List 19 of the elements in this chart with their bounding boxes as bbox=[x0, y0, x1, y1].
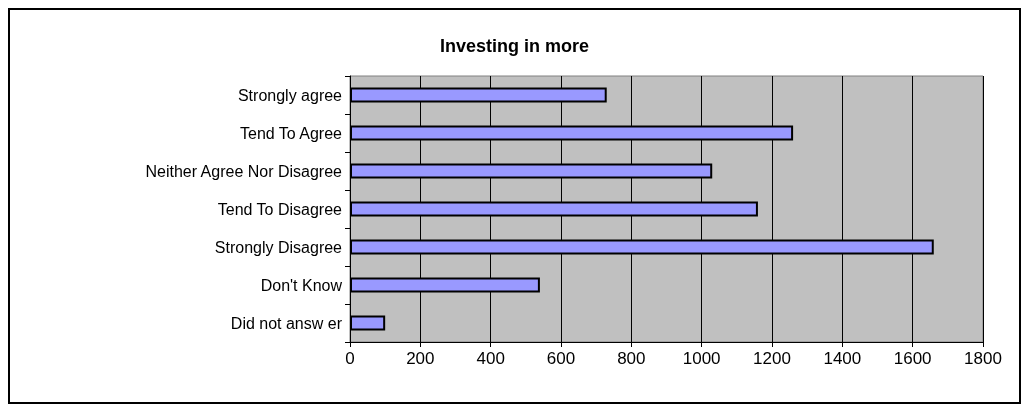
y-tick-label: Strongly agree bbox=[237, 86, 343, 104]
x-tick-label: 1000 bbox=[682, 349, 721, 368]
y-tick-label: Tend To Agree bbox=[239, 124, 343, 142]
x-tick-label: 1800 bbox=[964, 349, 1002, 368]
x-tick-label: 0 bbox=[345, 349, 355, 368]
x-tick-label: 400 bbox=[476, 349, 505, 368]
x-tick-label: 1200 bbox=[753, 349, 791, 368]
x-tick-label: 200 bbox=[406, 349, 435, 368]
chart-title: Investing in more bbox=[439, 36, 590, 56]
y-tick-label: Did not answ er bbox=[230, 314, 343, 332]
y-tick-label: Tend To Disagree bbox=[217, 200, 343, 218]
x-tick-label: 600 bbox=[546, 349, 576, 368]
x-tick-label: 1600 bbox=[893, 349, 932, 368]
y-tick-label: Strongly Disagree bbox=[214, 238, 343, 256]
bar bbox=[350, 315, 386, 331]
y-tick-label: Don't Know bbox=[260, 276, 343, 294]
y-tick-label: Neither Agree Nor Disagree bbox=[145, 162, 343, 180]
x-tick-label: 1400 bbox=[823, 349, 862, 368]
x-tick-label: 800 bbox=[617, 349, 646, 368]
